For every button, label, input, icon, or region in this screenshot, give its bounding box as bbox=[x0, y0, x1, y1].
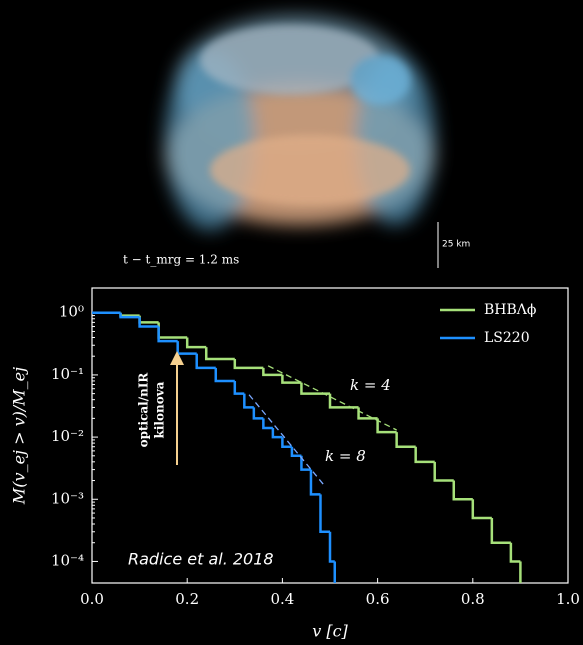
legend-label: BHBΛϕ bbox=[484, 302, 536, 318]
x-tick-label: 0.8 bbox=[461, 590, 485, 608]
scale-label: 25 km bbox=[442, 240, 470, 250]
y-tick-label: 10⁻³ bbox=[51, 489, 84, 507]
legend-label: LS220 bbox=[484, 330, 530, 346]
x-tick-label: 0.4 bbox=[270, 590, 294, 608]
fit-label: k = 4 bbox=[350, 376, 391, 394]
figure: t − t_mrg = 1.2 ms 25 km 0.0 0.2 0.4 0.6 0.8… bbox=[0, 0, 583, 645]
x-tick-label: 0.6 bbox=[366, 590, 390, 608]
x-tick-label: 0.2 bbox=[175, 590, 199, 608]
x-tick-label: 0.0 bbox=[80, 590, 104, 608]
time-label: t − t_mrg = 1.2 ms bbox=[123, 253, 239, 267]
x-axis-label: v [c] bbox=[312, 622, 348, 641]
x-tick-label: 1.0 bbox=[556, 590, 580, 608]
arrow-label: kilonova bbox=[153, 381, 167, 438]
y-tick-label: 10⁻² bbox=[51, 427, 84, 445]
y-axis-label: M(v_ej > v)/M_ej bbox=[10, 367, 29, 505]
simulation-image bbox=[0, 0, 583, 645]
fit-label: k = 8 bbox=[325, 447, 366, 465]
y-tick-label: 10⁻¹ bbox=[51, 365, 84, 383]
arrow-label: optical/nIR bbox=[137, 372, 151, 448]
y-tick-label: 10⁻⁴ bbox=[51, 551, 84, 569]
credit: Radice et al. 2018 bbox=[128, 550, 274, 569]
y-tick-label: 10⁰ bbox=[59, 303, 84, 321]
